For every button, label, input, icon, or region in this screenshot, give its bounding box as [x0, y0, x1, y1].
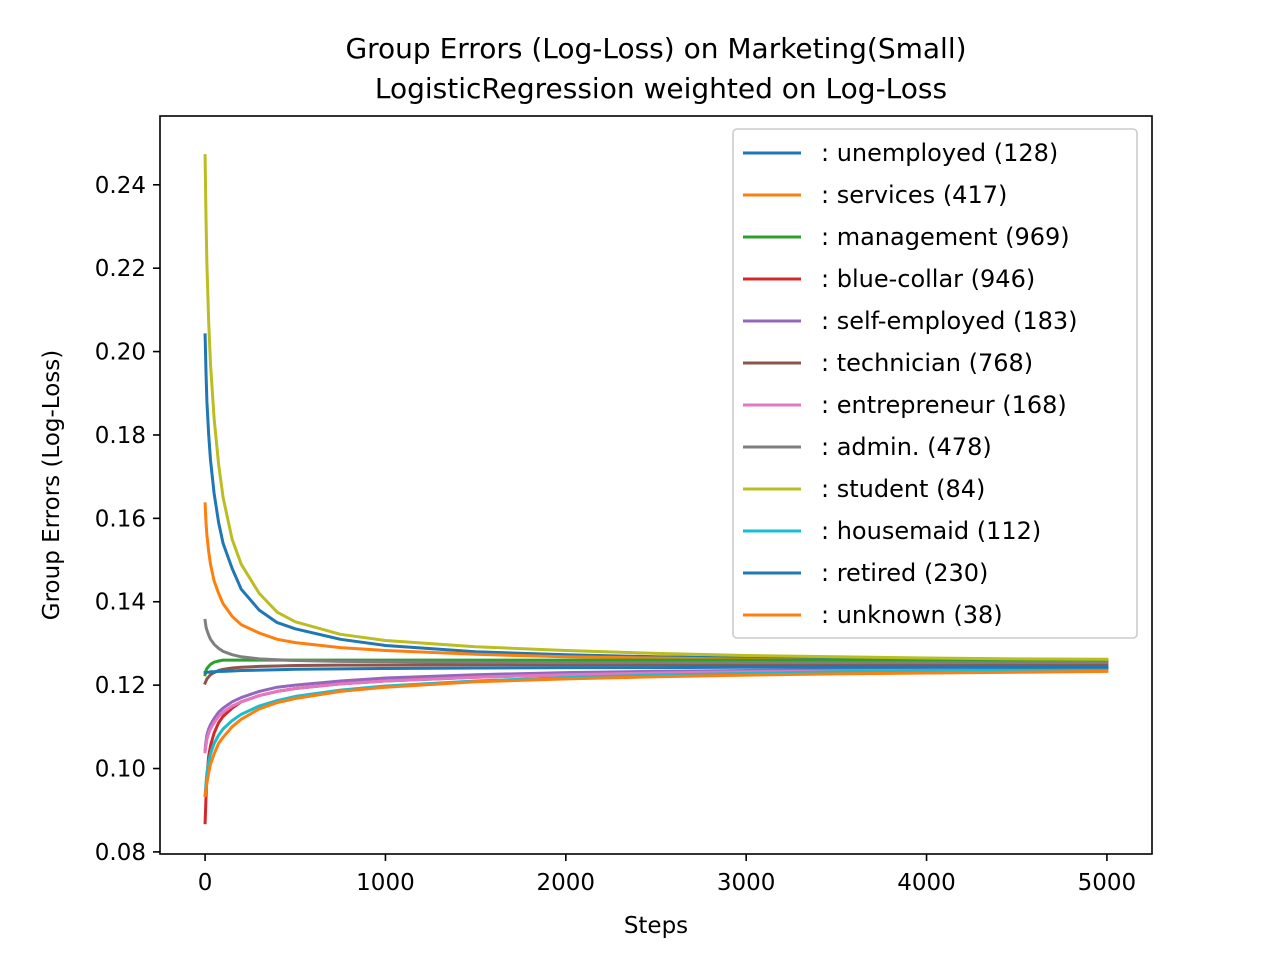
legend-label: : unknown (38) — [821, 601, 1003, 629]
plot-area — [203, 154, 1109, 825]
legend-label: : entrepreneur (168) — [821, 391, 1067, 419]
legend-label: : services (417) — [821, 181, 1007, 209]
series-line-5 — [203, 663, 1109, 686]
legend-label: : blue-collar (946) — [821, 265, 1035, 293]
x-tick-label: 3000 — [717, 870, 776, 896]
legend-label: : admin. (478) — [821, 433, 992, 461]
legend-label: : self-employed (183) — [821, 307, 1078, 335]
x-tick-label: 2000 — [537, 870, 596, 896]
legend-label: : student (84) — [821, 475, 985, 503]
legend-label: : housemaid (112) — [821, 517, 1041, 545]
legend-label: : technician (768) — [821, 349, 1033, 377]
legend-label: : management (969) — [821, 223, 1070, 251]
legend-box — [732, 128, 1138, 639]
x-tick-label: 0 — [198, 870, 213, 896]
legend: : unemployed (128) : services (417) : mana… — [732, 128, 1138, 639]
x-tick-label: 4000 — [897, 870, 956, 896]
series-line-9 — [203, 667, 1109, 798]
axis-ticks: 0 1000 2000 3000 4000 5000 0.08 0.10 0.12 0.14 0.1… — [95, 173, 1136, 896]
plot-frame — [159, 115, 1153, 855]
y-tick-label: 0.10 — [95, 757, 146, 783]
legend-label: : retired (230) — [821, 559, 988, 587]
y-tick-label: 0.22 — [95, 256, 146, 282]
y-tick-label: 0.16 — [95, 506, 146, 532]
x-tick-label: 1000 — [356, 870, 415, 896]
y-tick-label: 0.24 — [95, 173, 146, 199]
chart-subtitle: LogisticRegression weighted on Log-Loss — [375, 72, 947, 105]
y-tick-label: 0.20 — [95, 340, 146, 366]
y-tick-label: 0.14 — [95, 590, 146, 616]
x-tick-label: 5000 — [1078, 870, 1137, 896]
chart-title: Group Errors (Log-Loss) on Marketing(Sma… — [345, 32, 966, 65]
y-axis-label: Group Errors (Log-Loss) — [39, 350, 65, 620]
series-line-11 — [203, 669, 1109, 798]
legend-label: : unemployed (128) — [821, 139, 1058, 167]
series-line-10 — [203, 665, 1109, 675]
series-line-8 — [203, 154, 1109, 661]
x-axis-label: Steps — [624, 913, 688, 939]
y-tick-label: 0.12 — [95, 673, 146, 699]
series-line-7 — [203, 618, 1109, 665]
y-tick-label: 0.18 — [95, 423, 146, 449]
y-tick-label: 0.08 — [95, 840, 146, 866]
